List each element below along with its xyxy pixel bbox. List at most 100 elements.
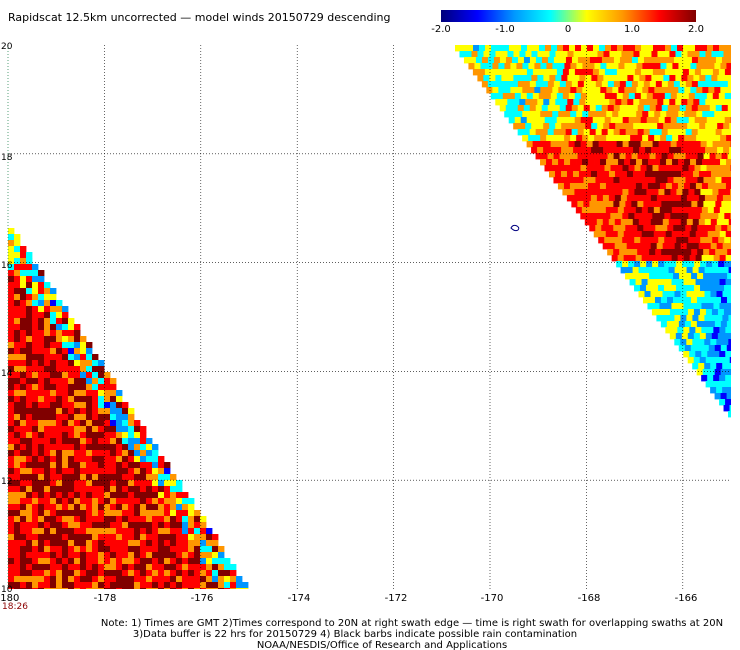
wind-cell <box>98 582 105 589</box>
wind-cell <box>152 486 159 493</box>
wind-cell <box>525 51 532 58</box>
wind-cell <box>659 183 667 190</box>
wind-cell <box>687 357 695 364</box>
wind-cell <box>690 159 697 166</box>
wind-cell <box>497 45 504 52</box>
wind-cell <box>591 123 598 130</box>
wind-cell <box>44 564 51 571</box>
wind-cell <box>74 468 81 475</box>
wind-cell <box>80 552 87 559</box>
wind-cell <box>642 159 649 166</box>
wind-cell <box>56 552 63 559</box>
wind-cell <box>642 63 649 70</box>
wind-cell <box>510 111 517 118</box>
wind-cell <box>164 558 171 565</box>
wind-cell <box>14 432 21 439</box>
wind-cell <box>556 93 564 100</box>
wind-cell <box>577 129 585 136</box>
wind-cell <box>116 486 123 493</box>
wind-cell <box>164 534 171 541</box>
wind-cell <box>62 456 69 463</box>
wind-cell <box>607 201 614 208</box>
wind-cell <box>604 237 611 244</box>
wind-cell <box>56 354 63 361</box>
wind-cell <box>110 534 117 541</box>
wind-cell <box>705 123 712 130</box>
wind-cell <box>26 342 33 349</box>
wind-cell <box>711 75 718 82</box>
wind-cell <box>38 384 45 391</box>
wind-cell <box>38 390 45 397</box>
wind-cell <box>50 360 57 367</box>
wind-cell <box>595 129 603 136</box>
wind-cell <box>116 588 123 589</box>
wind-cell <box>146 552 153 559</box>
wind-cell <box>704 267 711 274</box>
wind-cell <box>194 546 201 553</box>
wind-cell <box>146 570 153 577</box>
wind-cell <box>38 408 45 415</box>
wind-cell <box>589 177 596 184</box>
wind-cell <box>86 540 93 547</box>
wind-cell <box>718 93 726 100</box>
wind-cell <box>577 201 584 208</box>
wind-cell <box>38 474 45 481</box>
wind-cell <box>50 552 57 559</box>
wind-cell <box>158 510 165 517</box>
wind-cell <box>50 558 57 565</box>
wind-cell <box>68 390 75 397</box>
wind-cell <box>134 528 141 535</box>
wind-cell <box>68 420 75 427</box>
wind-cell <box>86 462 93 469</box>
wind-cell <box>62 336 69 343</box>
wind-cell <box>683 207 691 214</box>
wind-cell <box>710 219 718 226</box>
wind-cell <box>32 390 39 397</box>
wind-cell <box>98 366 105 373</box>
wind-cell <box>8 264 15 271</box>
wind-cell <box>152 522 159 529</box>
wind-cell <box>578 195 586 202</box>
wind-cell <box>74 552 81 559</box>
wind-cell <box>550 141 558 148</box>
wind-cell <box>62 528 69 535</box>
wind-cell <box>74 330 81 337</box>
wind-cell <box>720 321 728 328</box>
wind-cell <box>170 522 177 529</box>
wind-cell <box>603 123 610 130</box>
wind-cell <box>598 93 606 100</box>
wind-cell <box>600 63 607 70</box>
wind-cell <box>98 498 105 505</box>
wind-cell <box>80 354 87 361</box>
wind-cell <box>62 372 69 379</box>
wind-cell <box>62 558 69 565</box>
wind-cell <box>632 195 640 202</box>
wind-cell <box>565 129 573 136</box>
colorbar-label-1: -2.0 <box>431 24 451 35</box>
wind-cell <box>647 303 654 310</box>
wind-cell <box>612 63 619 70</box>
wind-cell <box>649 249 656 256</box>
wind-cell <box>20 576 27 583</box>
wind-cell <box>20 276 27 283</box>
wind-cell <box>685 273 692 280</box>
wind-cell <box>528 111 535 118</box>
wind-cell <box>604 93 612 100</box>
wind-cell <box>644 267 651 274</box>
wind-cell <box>529 57 537 64</box>
wind-cell <box>575 207 583 214</box>
wind-cell <box>62 408 69 415</box>
wind-cell <box>553 81 561 88</box>
wind-cell <box>206 570 213 577</box>
wind-cell <box>8 450 15 457</box>
wind-cell <box>188 546 195 553</box>
wind-cell <box>585 99 592 106</box>
wind-cell <box>647 231 655 238</box>
wind-cell <box>20 360 27 367</box>
wind-cell <box>62 432 69 439</box>
wind-cell <box>50 534 57 541</box>
wind-cell <box>698 291 705 298</box>
wind-cell <box>528 87 535 94</box>
wind-cell <box>581 183 589 190</box>
wind-cell <box>607 81 615 88</box>
